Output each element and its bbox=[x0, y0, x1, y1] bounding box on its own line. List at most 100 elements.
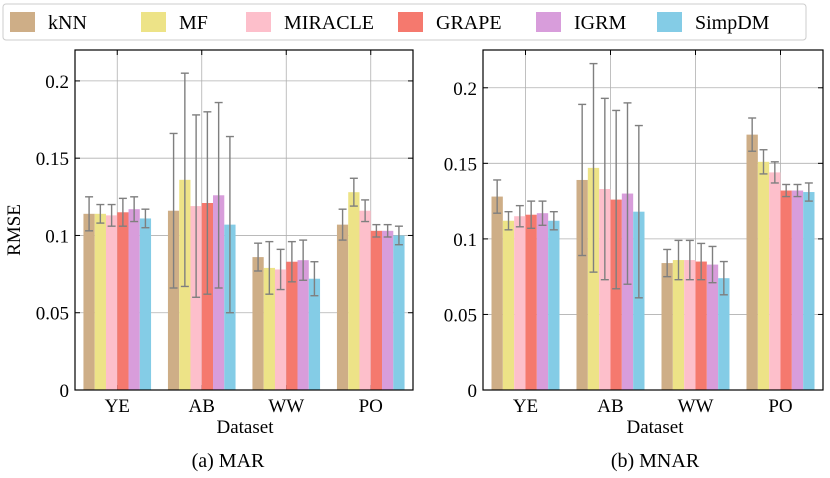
x-tick-label: YE bbox=[513, 396, 538, 417]
bar bbox=[536, 213, 549, 390]
error-bar bbox=[130, 196, 139, 223]
error-bar bbox=[578, 103, 587, 257]
bar bbox=[190, 206, 202, 390]
error-bar bbox=[107, 203, 116, 227]
error-bar bbox=[265, 240, 274, 295]
legend: kNN MF MIRACLE GRAPE IGRM SimpDM bbox=[2, 3, 807, 41]
error-bar bbox=[254, 242, 263, 272]
error-bar bbox=[600, 97, 609, 281]
error-bar bbox=[338, 208, 347, 241]
error-bar bbox=[770, 161, 779, 184]
chart-panel-mnar: 0 0.05 0.1 0.15 0.2 YE AB WW PO Dataset (b) MNAR bbox=[444, 49, 824, 472]
x-tick-label: AB bbox=[189, 396, 215, 417]
x-axis-label: Dataset bbox=[217, 417, 275, 438]
bar bbox=[706, 264, 719, 390]
error-bar bbox=[804, 182, 813, 202]
bar bbox=[117, 212, 129, 390]
legend-swatch bbox=[657, 12, 682, 32]
plot-frame bbox=[74, 49, 414, 391]
bar bbox=[139, 218, 152, 390]
legend-item: MIRACLE bbox=[246, 12, 374, 34]
bar bbox=[672, 260, 685, 390]
legend-label: kNN bbox=[48, 12, 87, 34]
x-tick-label: AB bbox=[597, 396, 623, 417]
error-bar bbox=[748, 117, 757, 152]
legend-swatch bbox=[398, 12, 423, 32]
y-tick-label: 0.1 bbox=[45, 226, 69, 247]
error-bar bbox=[504, 210, 513, 231]
bar bbox=[201, 203, 214, 390]
bar bbox=[695, 261, 707, 390]
error-bar bbox=[85, 196, 94, 232]
x-tick-label: PO bbox=[768, 396, 792, 417]
bar bbox=[336, 224, 349, 390]
y-axis-label: RMSE bbox=[4, 204, 25, 256]
bar bbox=[105, 215, 118, 390]
bar bbox=[370, 230, 383, 390]
bar bbox=[274, 269, 287, 390]
bar bbox=[803, 192, 815, 390]
error-bar bbox=[383, 223, 392, 238]
error-bar bbox=[634, 124, 643, 299]
error-bar bbox=[310, 261, 319, 297]
y-tick-label: 0.1 bbox=[453, 230, 477, 251]
error-bar bbox=[697, 242, 706, 281]
error-bar bbox=[515, 204, 524, 228]
x-axis-label: Dataset bbox=[627, 417, 685, 438]
error-bar bbox=[118, 197, 127, 227]
error-bar bbox=[623, 102, 632, 285]
error-bar bbox=[372, 223, 381, 238]
bar bbox=[661, 263, 673, 390]
legend-label: MF bbox=[179, 12, 208, 34]
error-bar bbox=[394, 225, 403, 246]
legend-item: kNN bbox=[10, 12, 87, 34]
bar bbox=[94, 213, 106, 390]
bar bbox=[502, 220, 515, 390]
error-bar bbox=[793, 183, 802, 198]
error-bar bbox=[549, 210, 558, 231]
bar bbox=[491, 196, 503, 390]
bar bbox=[769, 172, 781, 390]
bar bbox=[718, 278, 730, 390]
y-tick-label: 0.15 bbox=[444, 154, 477, 175]
error-bar bbox=[538, 200, 547, 226]
error-bar bbox=[782, 183, 791, 198]
legend-item: IGRM bbox=[536, 12, 626, 34]
legend-label: IGRM bbox=[574, 12, 626, 34]
x-tick-label: YE bbox=[105, 396, 130, 417]
bar bbox=[746, 134, 758, 390]
bar bbox=[213, 195, 225, 390]
error-bar bbox=[349, 177, 358, 207]
error-bar bbox=[708, 245, 717, 284]
legend-swatch bbox=[536, 12, 561, 32]
y-tick-label: 0 bbox=[60, 381, 70, 402]
bar bbox=[252, 257, 264, 390]
bar bbox=[359, 210, 371, 390]
y-tick-label: 0.2 bbox=[45, 72, 69, 93]
bar bbox=[348, 192, 360, 390]
error-bar bbox=[276, 248, 285, 291]
error-bar bbox=[96, 203, 105, 224]
error-bar bbox=[214, 101, 223, 289]
x-tick-label: PO bbox=[359, 396, 383, 417]
legend-label: GRAPE bbox=[436, 12, 502, 34]
error-bar bbox=[299, 239, 308, 281]
bar bbox=[382, 230, 394, 390]
legend-label: MIRACLE bbox=[284, 12, 374, 34]
bar bbox=[308, 278, 321, 390]
bar bbox=[633, 211, 645, 390]
bar bbox=[393, 235, 405, 390]
legend-swatch bbox=[246, 12, 271, 32]
bar bbox=[621, 193, 634, 390]
error-bar bbox=[203, 111, 212, 295]
bar bbox=[587, 167, 600, 390]
error-bar bbox=[361, 199, 370, 223]
bar bbox=[791, 190, 804, 390]
error-bar bbox=[685, 239, 694, 281]
x-tick-label: WW bbox=[678, 396, 714, 417]
legend-swatch bbox=[141, 12, 166, 32]
legend-item: MF bbox=[141, 12, 208, 34]
chart-panel-mar: 0 0.05 0.1 0.15 0.2 YE AB WW PO RMSE Dataset (a)… bbox=[4, 49, 414, 472]
bar bbox=[610, 199, 622, 390]
